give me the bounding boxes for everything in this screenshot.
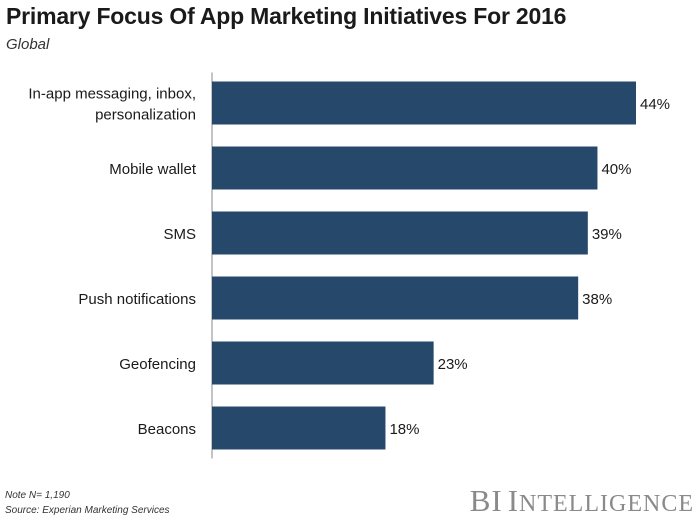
footnote-note: Note N= 1,190: [5, 490, 70, 501]
bar-5: [212, 406, 386, 450]
bar-2: [212, 211, 588, 255]
bar-1: [212, 146, 598, 190]
category-label-line: Geofencing: [119, 356, 196, 373]
category-label: Mobile wallet: [109, 161, 197, 178]
category-label-line: Push notifications: [78, 291, 196, 308]
category-label: Geofencing: [119, 356, 196, 373]
bar-3: [212, 276, 579, 320]
logo-intelligence-rest: NTELLIGENCE: [519, 491, 694, 517]
chart-title: Primary Focus Of App Marketing Initiativ…: [6, 3, 567, 29]
bar-chart: 44% In-app messaging, inbox, personalizati…: [28, 72, 670, 459]
bar-value-label: 38%: [582, 291, 612, 308]
bar-value-label: 44%: [640, 96, 670, 113]
category-label: In-app messaging, inbox, personalization: [28, 86, 196, 124]
bar-value-label: 40%: [601, 161, 631, 178]
category-label-line: Mobile wallet: [109, 161, 197, 178]
category-label: Beacons: [138, 421, 196, 438]
logo-bi: BI: [469, 483, 503, 518]
category-label-line: Beacons: [138, 421, 196, 438]
category-label: SMS: [163, 226, 196, 243]
bi-intelligence-logo: BI INTELLIGENCE: [470, 483, 694, 519]
bar-value-label: 18%: [389, 421, 419, 438]
category-label: Push notifications: [78, 291, 196, 308]
category-label-line: SMS: [163, 226, 196, 243]
chart-subtitle: Global: [6, 36, 50, 53]
category-label-line: personalization: [95, 107, 196, 124]
bar-4: [212, 341, 434, 385]
bar-0: [212, 81, 636, 125]
category-label-line: In-app messaging, inbox,: [28, 86, 196, 103]
bar-value-label: 39%: [592, 226, 622, 243]
bar-value-label: 23%: [438, 356, 468, 373]
logo-intelligence-initial: I: [507, 483, 520, 518]
footnote-source: Source: Experian Marketing Services: [5, 505, 170, 516]
